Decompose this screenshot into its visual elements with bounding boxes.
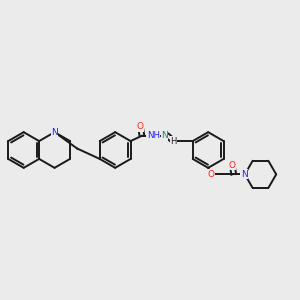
- Text: H: H: [170, 136, 177, 146]
- Text: N: N: [161, 131, 168, 140]
- Text: O: O: [137, 122, 144, 131]
- Text: O: O: [208, 170, 215, 179]
- Text: NH: NH: [147, 131, 160, 140]
- Text: N: N: [51, 128, 58, 137]
- Text: O: O: [229, 161, 236, 170]
- Text: N: N: [241, 170, 247, 179]
